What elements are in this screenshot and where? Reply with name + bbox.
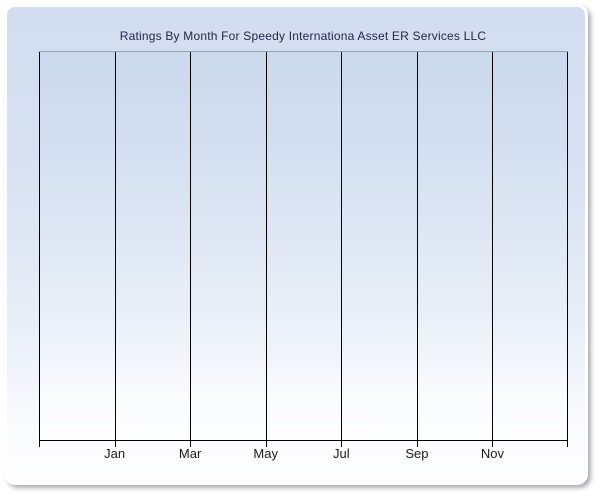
gridline [492,52,494,447]
plot-area [39,51,568,447]
x-axis-tick-label: Mar [178,446,202,461]
x-axis-tick-label: Nov [480,446,504,461]
x-axis-tick-label: Jan [104,446,126,461]
x-axis-tick-label: Jul [332,446,350,461]
gridline [265,52,267,447]
gridline [114,52,116,447]
gridline [416,52,418,447]
gridline [190,52,192,447]
gridline [341,52,343,447]
x-axis-tick-label: May [253,446,278,461]
gridline [567,52,568,447]
x-axis-line [39,440,568,441]
gridline [39,52,40,447]
chart-title: Ratings By Month For Speedy Internationa… [119,29,487,43]
x-axis-tick-label: Sep [405,446,429,461]
